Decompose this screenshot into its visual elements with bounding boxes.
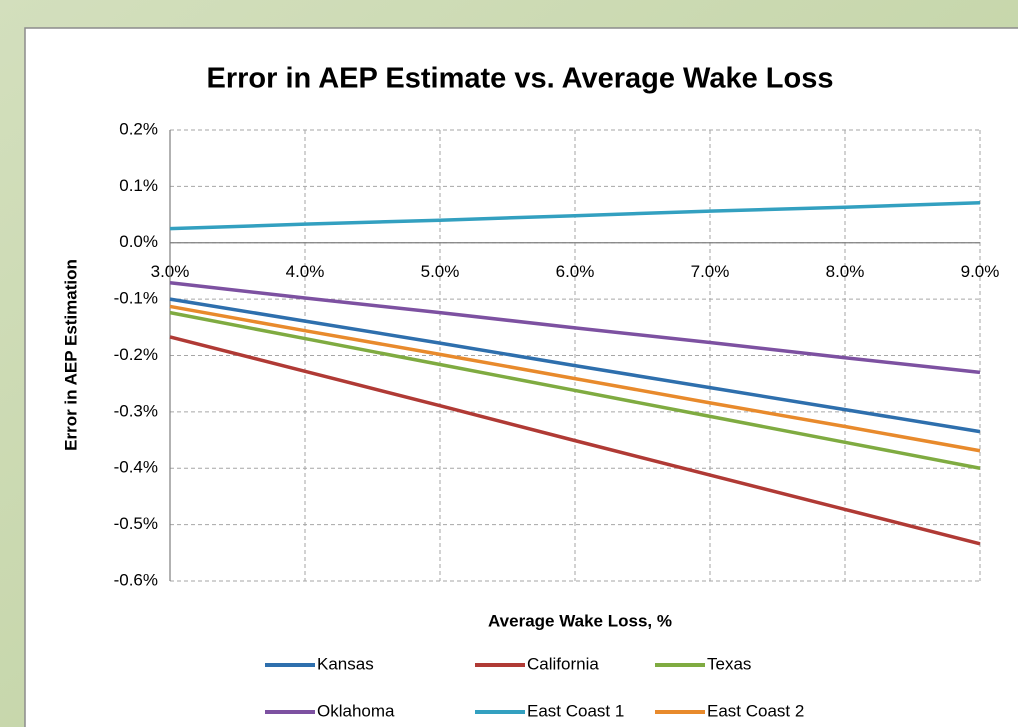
series-line [169,335,981,546]
y-tick-label: -0.1% [114,289,158,308]
legend-label: East Coast 1 [527,701,624,720]
legend-label: Oklahoma [317,701,395,720]
y-tick-label: -0.3% [114,401,158,420]
x-tick-label: 9.0% [961,262,1000,281]
legend-label: East Coast 2 [707,701,804,720]
y-tick-label: 0.1% [119,176,158,195]
legend-label: Kansas [317,654,374,673]
y-axis-title: Error in AEP Estimation [61,259,80,451]
series-line [169,200,981,231]
legend-label: California [527,654,599,673]
x-tick-label: 4.0% [286,262,325,281]
x-tick-label: 7.0% [691,262,730,281]
series-line [169,281,981,375]
y-tick-label: -0.4% [114,458,158,477]
x-tick-label: 6.0% [556,262,595,281]
y-tick-label: -0.2% [114,345,158,364]
chart-title: Error in AEP Estimate vs. Average Wake L… [207,63,834,95]
y-tick-label: 0.2% [119,119,158,138]
series-line [169,304,981,453]
x-tick-label: 8.0% [826,262,865,281]
y-tick-label: 0.0% [119,232,158,251]
series-line [169,310,981,470]
series-line [169,297,981,434]
x-tick-label: 5.0% [421,262,460,281]
chart-panel [24,27,1018,727]
legend-label: Texas [707,654,751,673]
x-axis-title: Average Wake Loss, % [488,611,672,630]
y-tick-label: -0.5% [114,514,158,533]
y-tick-label: -0.6% [114,570,158,589]
